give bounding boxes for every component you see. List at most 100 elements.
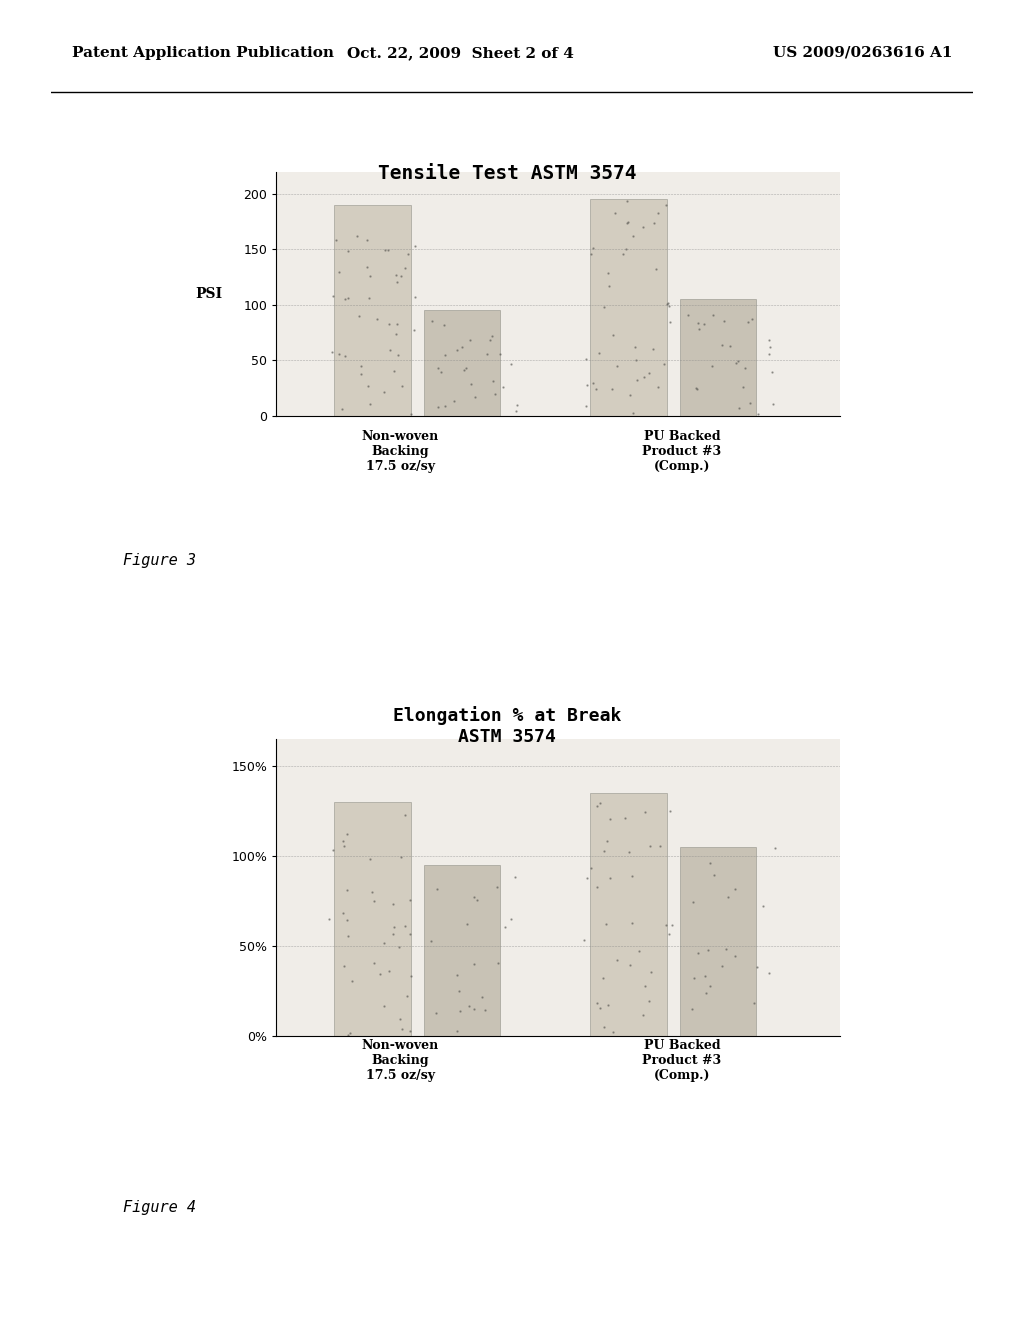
Point (361, 393, 378, 414)
Point (352, 363, 369, 384)
Point (381, 961, 397, 982)
Point (637, 801, 653, 822)
Point (761, 962, 777, 983)
Point (399, 244, 416, 265)
Bar (424, 310, 501, 416)
Point (597, 913, 613, 935)
Point (462, 330, 478, 351)
Point (728, 352, 744, 374)
Point (596, 841, 612, 862)
Point (423, 931, 439, 952)
Point (690, 942, 707, 964)
Point (382, 339, 398, 360)
Bar (590, 793, 667, 1036)
Point (620, 213, 636, 234)
Point (614, 244, 631, 265)
Text: US 2009/0263616 A1: US 2009/0263616 A1 (773, 46, 952, 59)
Point (742, 392, 759, 413)
Point (687, 378, 703, 399)
Text: Non-woven
Backing
17.5 oz/sy: Non-woven Backing 17.5 oz/sy (361, 1039, 439, 1082)
Point (737, 358, 754, 379)
Point (618, 190, 635, 211)
Point (385, 894, 401, 915)
Point (467, 387, 483, 408)
Point (337, 346, 353, 367)
Point (466, 998, 482, 1019)
Point (608, 355, 625, 376)
Point (407, 286, 423, 308)
Point (429, 879, 445, 900)
Point (321, 908, 337, 929)
Point (459, 913, 475, 935)
Point (391, 936, 408, 957)
Point (726, 946, 742, 968)
Point (344, 970, 360, 991)
Point (579, 867, 595, 888)
Point (331, 261, 347, 282)
Point (504, 354, 520, 375)
Bar (334, 205, 411, 416)
Bar (424, 865, 501, 1036)
Point (631, 941, 647, 962)
Point (628, 350, 644, 371)
Point (662, 312, 678, 333)
Point (407, 319, 423, 341)
Point (328, 230, 344, 251)
Point (740, 312, 757, 333)
Point (376, 381, 392, 403)
Point (450, 964, 466, 985)
Point (396, 257, 413, 279)
Text: Figure 3: Figure 3 (123, 553, 196, 569)
Point (727, 879, 743, 900)
Point (689, 313, 706, 334)
Point (625, 912, 641, 933)
Point (745, 993, 762, 1014)
Point (616, 807, 633, 828)
Point (498, 916, 514, 937)
Point (387, 264, 403, 285)
Point (340, 240, 356, 261)
Point (435, 315, 452, 337)
Point (648, 259, 665, 280)
Point (437, 395, 454, 416)
Point (486, 384, 503, 405)
Point (699, 939, 716, 960)
Point (592, 997, 608, 1018)
Point (484, 325, 501, 346)
Point (658, 294, 675, 315)
Point (599, 830, 615, 851)
Point (386, 916, 402, 937)
Point (636, 367, 652, 388)
Point (602, 808, 618, 829)
Point (430, 396, 446, 417)
Point (508, 401, 524, 422)
Point (402, 965, 419, 986)
Point (623, 385, 639, 407)
Point (588, 379, 604, 400)
Point (503, 908, 519, 929)
Point (579, 374, 595, 395)
Point (627, 337, 643, 358)
Point (583, 243, 599, 264)
Point (685, 892, 701, 913)
Point (585, 238, 601, 259)
Point (644, 338, 660, 359)
Bar (680, 300, 757, 416)
Point (349, 226, 366, 247)
Point (393, 1018, 410, 1039)
Point (583, 858, 599, 879)
Point (445, 389, 462, 411)
Point (466, 953, 482, 974)
Point (714, 956, 730, 977)
Point (339, 879, 355, 900)
Point (606, 203, 623, 224)
Text: Oct. 22, 2009  Sheet 2 of 4: Oct. 22, 2009 Sheet 2 of 4 (347, 46, 574, 59)
Point (436, 345, 453, 366)
Point (352, 356, 369, 378)
Point (578, 348, 594, 370)
Point (324, 341, 340, 362)
Point (424, 310, 440, 331)
Point (577, 929, 593, 950)
Point (657, 913, 674, 935)
Text: PU Backed
Product #3
(Comp.): PU Backed Product #3 (Comp.) (642, 1039, 722, 1082)
